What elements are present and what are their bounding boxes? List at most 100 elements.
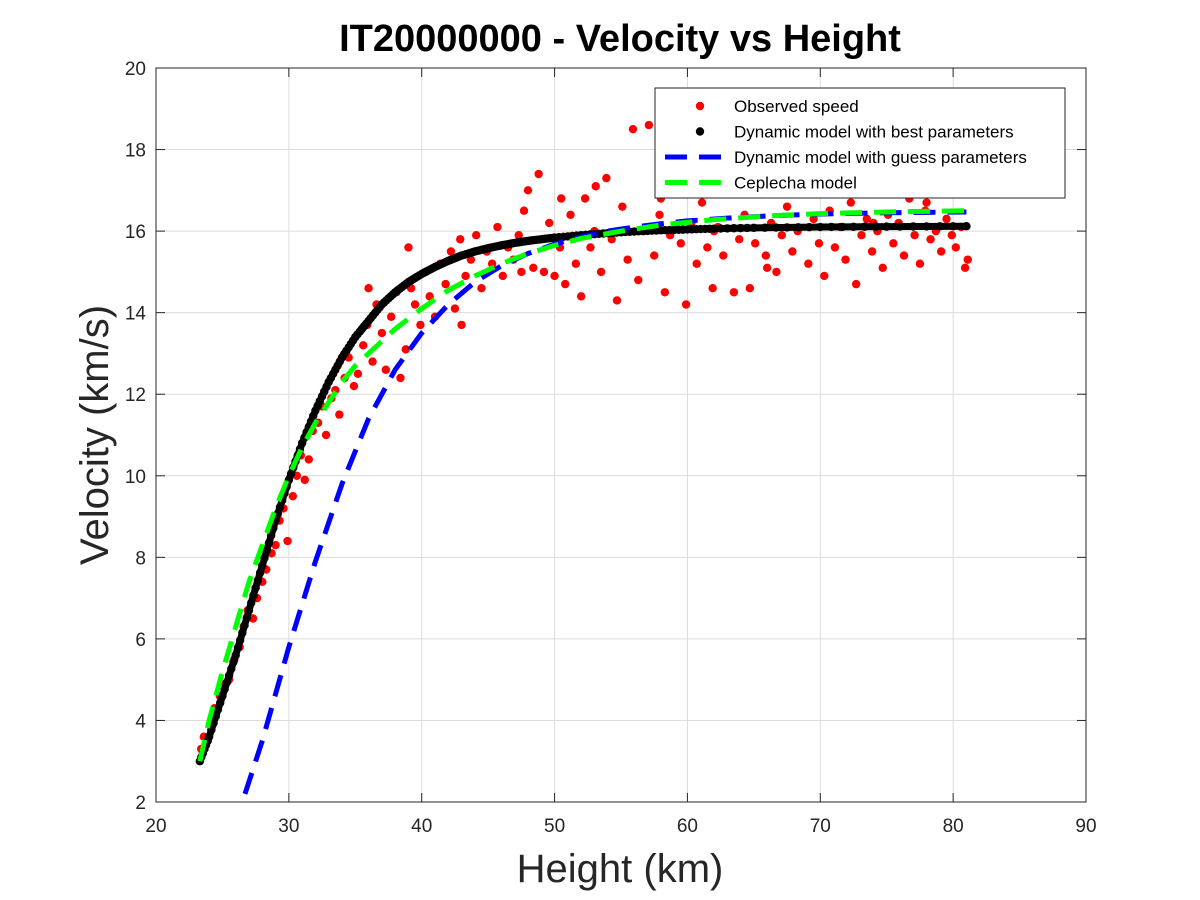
observed-speed-point <box>804 259 813 268</box>
dynamic-best-point <box>749 223 759 233</box>
observed-speed-point <box>889 239 898 248</box>
dynamic-guess-line <box>242 209 967 795</box>
observed-speed-point <box>820 271 829 281</box>
legend-marker-observed-speed <box>695 101 705 111</box>
observed-speed-point <box>851 279 861 289</box>
observed-speed-point <box>566 210 575 219</box>
legend-box <box>654 87 1066 199</box>
dynamic-best-point <box>838 222 847 232</box>
dynamic-best-point <box>723 224 732 233</box>
observed-speed-point <box>450 304 460 313</box>
observed-speed-point <box>401 345 410 354</box>
observed-speed-point <box>782 202 792 211</box>
dynamic-best-point <box>827 222 836 232</box>
observed-speed-point <box>660 288 670 297</box>
observed-speed-point <box>534 169 543 179</box>
y-tick-label: 2 <box>135 793 146 814</box>
observed-speed-point <box>368 357 377 366</box>
dynamic-best-point <box>709 224 719 233</box>
dynamic-best-point <box>909 222 918 231</box>
dynamic-best-point <box>238 628 247 637</box>
observed-speed-point <box>545 218 554 228</box>
observed-speed-point <box>446 247 456 256</box>
x-tick-label: 60 <box>677 816 698 837</box>
observed-speed-point <box>416 320 425 330</box>
observed-speed-point <box>457 320 466 330</box>
observed-speed-point <box>425 292 434 301</box>
y-tick-label: 10 <box>125 467 146 488</box>
dynamic-best-point <box>233 643 243 652</box>
observed-speed-point <box>926 235 935 244</box>
dynamic-best-point <box>860 222 869 231</box>
observed-speed-point <box>580 194 590 203</box>
y-tick-label: 20 <box>125 59 146 80</box>
observed-speed-point <box>745 284 755 293</box>
ticks: 20 30 40 50 60 70 80 90 2 4 6 8 10 12 14 16 18 20 <box>125 59 1097 837</box>
observed-speed-point <box>288 491 298 501</box>
observed-speed-point <box>386 312 396 321</box>
observed-speed-point <box>477 284 486 293</box>
observed-speed-point <box>951 243 960 252</box>
dynamic-best-point <box>211 712 220 721</box>
dynamic-best-point <box>805 222 814 232</box>
observed-speed-point <box>602 173 611 183</box>
dynamic-best-point <box>229 657 238 667</box>
observed-speed-point <box>942 214 951 224</box>
dynamic-best-point <box>244 606 254 615</box>
plot-frame <box>155 67 1087 803</box>
legend-label-observed-speed: Observed speed <box>734 97 859 116</box>
observed-speed-point <box>788 247 797 256</box>
observed-speed-point <box>271 540 280 550</box>
observed-speed-point <box>396 373 405 383</box>
dynamic-best-point <box>962 222 971 231</box>
observed-speed-point <box>809 214 818 224</box>
observed-speed-point <box>936 247 946 256</box>
observed-speed-point <box>248 614 258 623</box>
series-observed-speed <box>196 120 972 754</box>
observed-speed-point <box>591 182 600 191</box>
observed-speed-point <box>557 194 566 203</box>
observed-speed-point <box>963 255 972 264</box>
legend-label-dynamic-guess: Dynamic model with guess parameters <box>734 148 1027 167</box>
dynamic-best-point <box>240 621 249 630</box>
observed-speed-point <box>456 235 465 244</box>
observed-speed-point <box>381 365 391 374</box>
x-tick-label: 90 <box>1075 816 1096 837</box>
dynamic-best-point <box>249 591 258 600</box>
dynamic-best-point <box>793 223 803 232</box>
dynamic-best-point <box>231 651 240 660</box>
observed-speed-point <box>634 275 643 285</box>
dynamic-best-point <box>260 553 269 563</box>
observed-speed-point <box>576 292 586 301</box>
observed-speed-point <box>947 230 957 240</box>
observed-speed-point <box>586 243 595 252</box>
dynamic-best-point <box>882 222 891 231</box>
dynamic-best-point <box>895 222 905 231</box>
observed-speed-point <box>857 230 866 240</box>
dynamic-best-point <box>218 691 227 701</box>
legend-items: Observed speed Dynamic model with best pa… <box>665 97 1027 193</box>
observed-speed-point <box>561 279 570 289</box>
observed-speed-point <box>867 247 877 256</box>
observed-speed-point <box>878 263 887 273</box>
observed-speed-point <box>498 271 507 281</box>
dynamic-best-point <box>204 732 214 741</box>
observed-speed-point <box>750 239 760 248</box>
observed-speed-point <box>377 328 387 338</box>
dynamic-best-point <box>816 222 825 232</box>
observed-speed-point <box>618 202 627 211</box>
observed-speed-point <box>735 235 744 244</box>
observed-speed-point <box>304 455 313 464</box>
observed-speed-point <box>762 263 772 273</box>
observed-speed-point <box>623 255 632 264</box>
dynamic-best-point <box>255 568 265 578</box>
observed-speed-point <box>915 259 925 268</box>
observed-speed-point <box>841 255 850 264</box>
dynamic-best-point <box>247 598 256 608</box>
observed-speed-point <box>441 279 450 289</box>
observed-speed-point <box>404 243 413 252</box>
x-tick-label: 80 <box>943 816 964 837</box>
observed-speed-point <box>692 259 701 268</box>
series-layer <box>195 120 972 795</box>
